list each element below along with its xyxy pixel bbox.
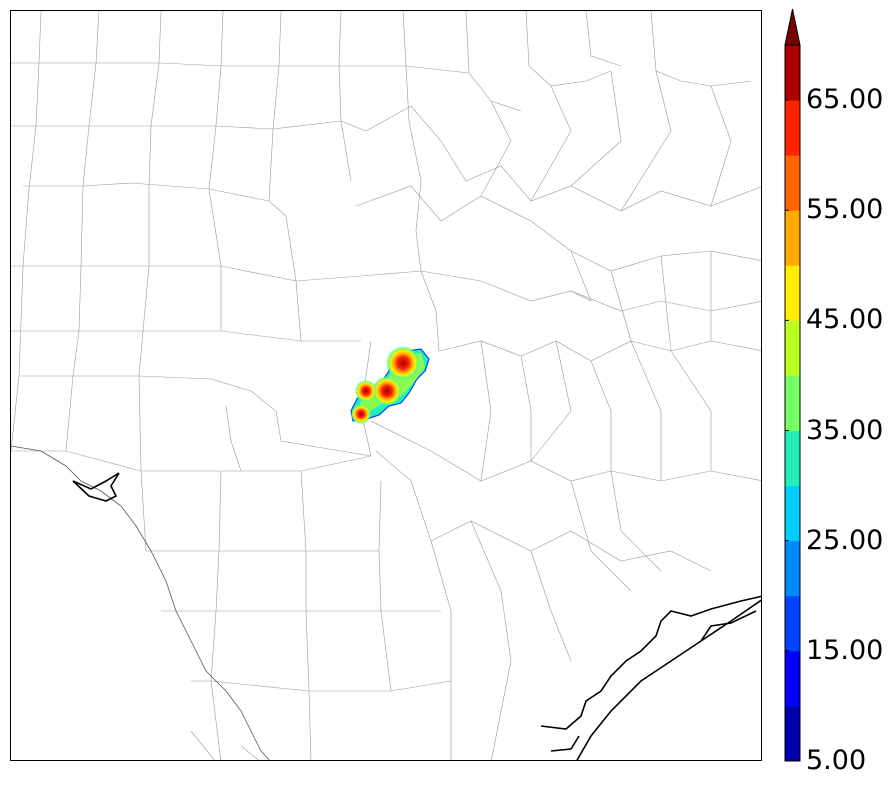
map-frame xyxy=(10,10,762,761)
state-border-rio-grande xyxy=(11,445,270,760)
county-map xyxy=(11,11,761,760)
colorbar-segment xyxy=(785,595,800,652)
colorbar-border xyxy=(784,44,801,762)
colorbar-segment xyxy=(785,705,800,762)
colorbar-segment xyxy=(785,485,800,542)
colorbar-tick-label: 35.00 xyxy=(806,414,884,446)
colorbar-segment xyxy=(785,210,800,266)
county-boundaries xyxy=(11,11,761,760)
colorbar-segment xyxy=(785,375,800,432)
colorbar-tick-label: 65.00 xyxy=(806,84,884,116)
colorbar-segment xyxy=(785,265,800,321)
colorbar-tick-label: 25.00 xyxy=(806,524,884,556)
colorbar-segment xyxy=(785,540,800,597)
colorbar-segment xyxy=(785,45,800,101)
colorbar-segment xyxy=(785,650,800,707)
colorbar-tick-label: 55.00 xyxy=(806,194,884,226)
colorbar-extend-arrow xyxy=(784,8,801,46)
colorbar-tick-label: 15.00 xyxy=(806,634,884,666)
coastline xyxy=(72,472,761,760)
precip-cells xyxy=(350,346,430,424)
colorbar-tick-label: 45.00 xyxy=(806,304,884,336)
colorbar-segment xyxy=(785,100,800,156)
colorbar-segment xyxy=(785,430,800,487)
colorbar-tick-label: 5.00 xyxy=(806,745,867,776)
colorbar-segment xyxy=(785,320,800,376)
colorbar-segment xyxy=(785,155,800,211)
